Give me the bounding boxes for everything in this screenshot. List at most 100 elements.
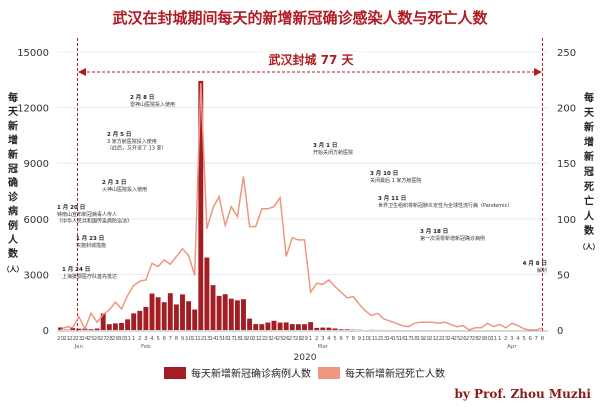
annotation-date: 2 月 5 日	[107, 130, 131, 138]
annotation-text: 开始关闭方舱医院	[313, 149, 353, 156]
confirmed-bar	[228, 298, 234, 330]
confirmed-bar	[198, 80, 204, 330]
date-tick-label: 21	[252, 336, 259, 342]
confirmed-bar	[338, 329, 344, 330]
right-axis-tick-label: 100	[557, 215, 576, 226]
confirmed-bar	[265, 322, 271, 330]
left-axis-title-char: 冠	[8, 163, 18, 175]
confirmed-bar	[259, 324, 265, 330]
annotation-date: 3 月 11 日	[378, 194, 406, 202]
date-tick-label: 2	[138, 336, 142, 342]
right-axis-tick-label: 150	[557, 159, 576, 170]
confirmed-bar	[88, 329, 94, 330]
date-tick-label: 4	[516, 336, 520, 342]
x-axis-title: 2020	[294, 353, 317, 363]
confirmed-bar	[247, 318, 253, 330]
lockdown-label-bg	[261, 52, 361, 68]
annotation-text: 火神山医院投入使用	[102, 186, 147, 193]
date-tick-label: 20	[423, 336, 430, 342]
left-axis-tick-label: 3000	[24, 270, 49, 281]
date-tick-label: 17	[228, 336, 235, 342]
legend-swatch-deaths	[318, 367, 340, 379]
annotation-text: 《中华人民共和国传染病防治法》	[57, 218, 132, 225]
date-tick-label: 8	[352, 336, 356, 342]
right-axis-tick-label: 200	[557, 104, 576, 115]
right-axis-title-char: （人）	[579, 242, 600, 251]
confirmed-bar	[253, 324, 259, 330]
lockdown-arrow-right-head	[534, 68, 542, 76]
date-tick-label: 13	[203, 336, 210, 342]
date-tick-label: 31	[490, 336, 497, 342]
legend: 每天新增新冠确诊病例人数 每天新增新冠死亡人数	[164, 367, 445, 380]
annotation-date: 2 月 3 日	[102, 178, 126, 186]
left-axis-tick-label: 12000	[17, 104, 49, 115]
date-tick-label: 3	[510, 336, 514, 342]
date-tick-label: 6	[528, 336, 532, 342]
date-tick-label: 8	[541, 336, 545, 342]
right-axis-title: 每天新增新冠死亡人数 （人）	[579, 91, 600, 251]
confirmed-bar	[302, 324, 307, 330]
date-tick-label: 3	[321, 336, 325, 342]
month-tick-label: Apr	[507, 344, 517, 350]
confirmed-bar	[283, 322, 289, 330]
annotation-text: 实施封城措施	[76, 242, 106, 249]
date-tick-label: 16	[222, 336, 229, 342]
date-tick-label: 23	[264, 336, 271, 342]
confirmed-bar	[216, 295, 222, 330]
right-axis-title-char: 新	[584, 150, 594, 163]
confirmed-bar	[76, 328, 82, 330]
month-tick-labels: Jan Feb Mar Apr	[74, 344, 518, 350]
left-axis-title-char: 增	[8, 134, 18, 147]
date-tick-label: 5	[156, 336, 160, 342]
confirmed-bar	[241, 299, 246, 330]
annotation-text: 第一次清零新增新冠确诊病例	[420, 235, 485, 242]
date-tick-label: 21	[63, 336, 70, 342]
right-axis-title-char: 冠	[584, 166, 594, 178]
annotation-text: 雷神山医院投入使用	[130, 101, 175, 108]
date-tick-label: 11	[368, 336, 375, 342]
date-tick-label: 29	[301, 336, 308, 342]
confirmed-bar	[58, 327, 63, 330]
confirmed-bar	[94, 328, 100, 330]
date-tick-label: 24	[81, 336, 88, 342]
date-tick-label: 5	[333, 336, 337, 342]
date-tick-label: 14	[386, 336, 393, 342]
month-tick-label: Mar	[318, 344, 329, 350]
confirmed-bar	[100, 313, 106, 330]
date-tick-label: 31	[124, 336, 131, 342]
date-tick-label: 2	[315, 336, 319, 342]
date-tick-label: 19	[240, 336, 247, 342]
right-axis-title-char: 死	[584, 181, 594, 193]
annotation-date: 1 月 23 日	[76, 234, 104, 242]
right-axis-title-char: 人	[584, 209, 595, 222]
right-axis-title-char: 亡	[584, 195, 594, 208]
date-tick-label: 22	[258, 336, 265, 342]
confirmed-bar	[137, 310, 143, 330]
date-tick-label: 18	[411, 336, 418, 342]
date-tick-label: 6	[339, 336, 343, 342]
right-axis-title-char: 每	[584, 91, 594, 104]
date-tick-label: 7	[345, 336, 349, 342]
date-tick-label: 28	[472, 336, 479, 342]
annotation-date: 3 月 18 日	[420, 227, 448, 235]
date-tick-label: 10	[185, 336, 192, 342]
date-tick-label: 5	[522, 336, 526, 342]
confirmed-bar	[161, 302, 167, 330]
left-axis-title-char: 例	[8, 219, 18, 232]
left-axis-title: 每天新增新冠确诊病例人数 （人）	[3, 91, 24, 273]
confirmed-bar	[308, 322, 314, 330]
date-tick-label: 26	[94, 336, 101, 342]
date-tick-label: 25	[454, 336, 461, 342]
date-tick-label: 28	[295, 336, 302, 342]
date-tick-label: 28	[106, 336, 113, 342]
date-tick-label: 19	[417, 336, 424, 342]
date-tick-label: 23	[441, 336, 448, 342]
confirmed-bar	[131, 313, 137, 330]
right-axis-title-char: 天	[584, 107, 595, 119]
date-tick-label: 15	[393, 336, 400, 342]
date-tick-label: 21	[429, 336, 436, 342]
left-axis-title-char: 确	[8, 176, 18, 189]
confirmed-bar	[70, 328, 76, 330]
confirmed-bars	[58, 80, 393, 330]
